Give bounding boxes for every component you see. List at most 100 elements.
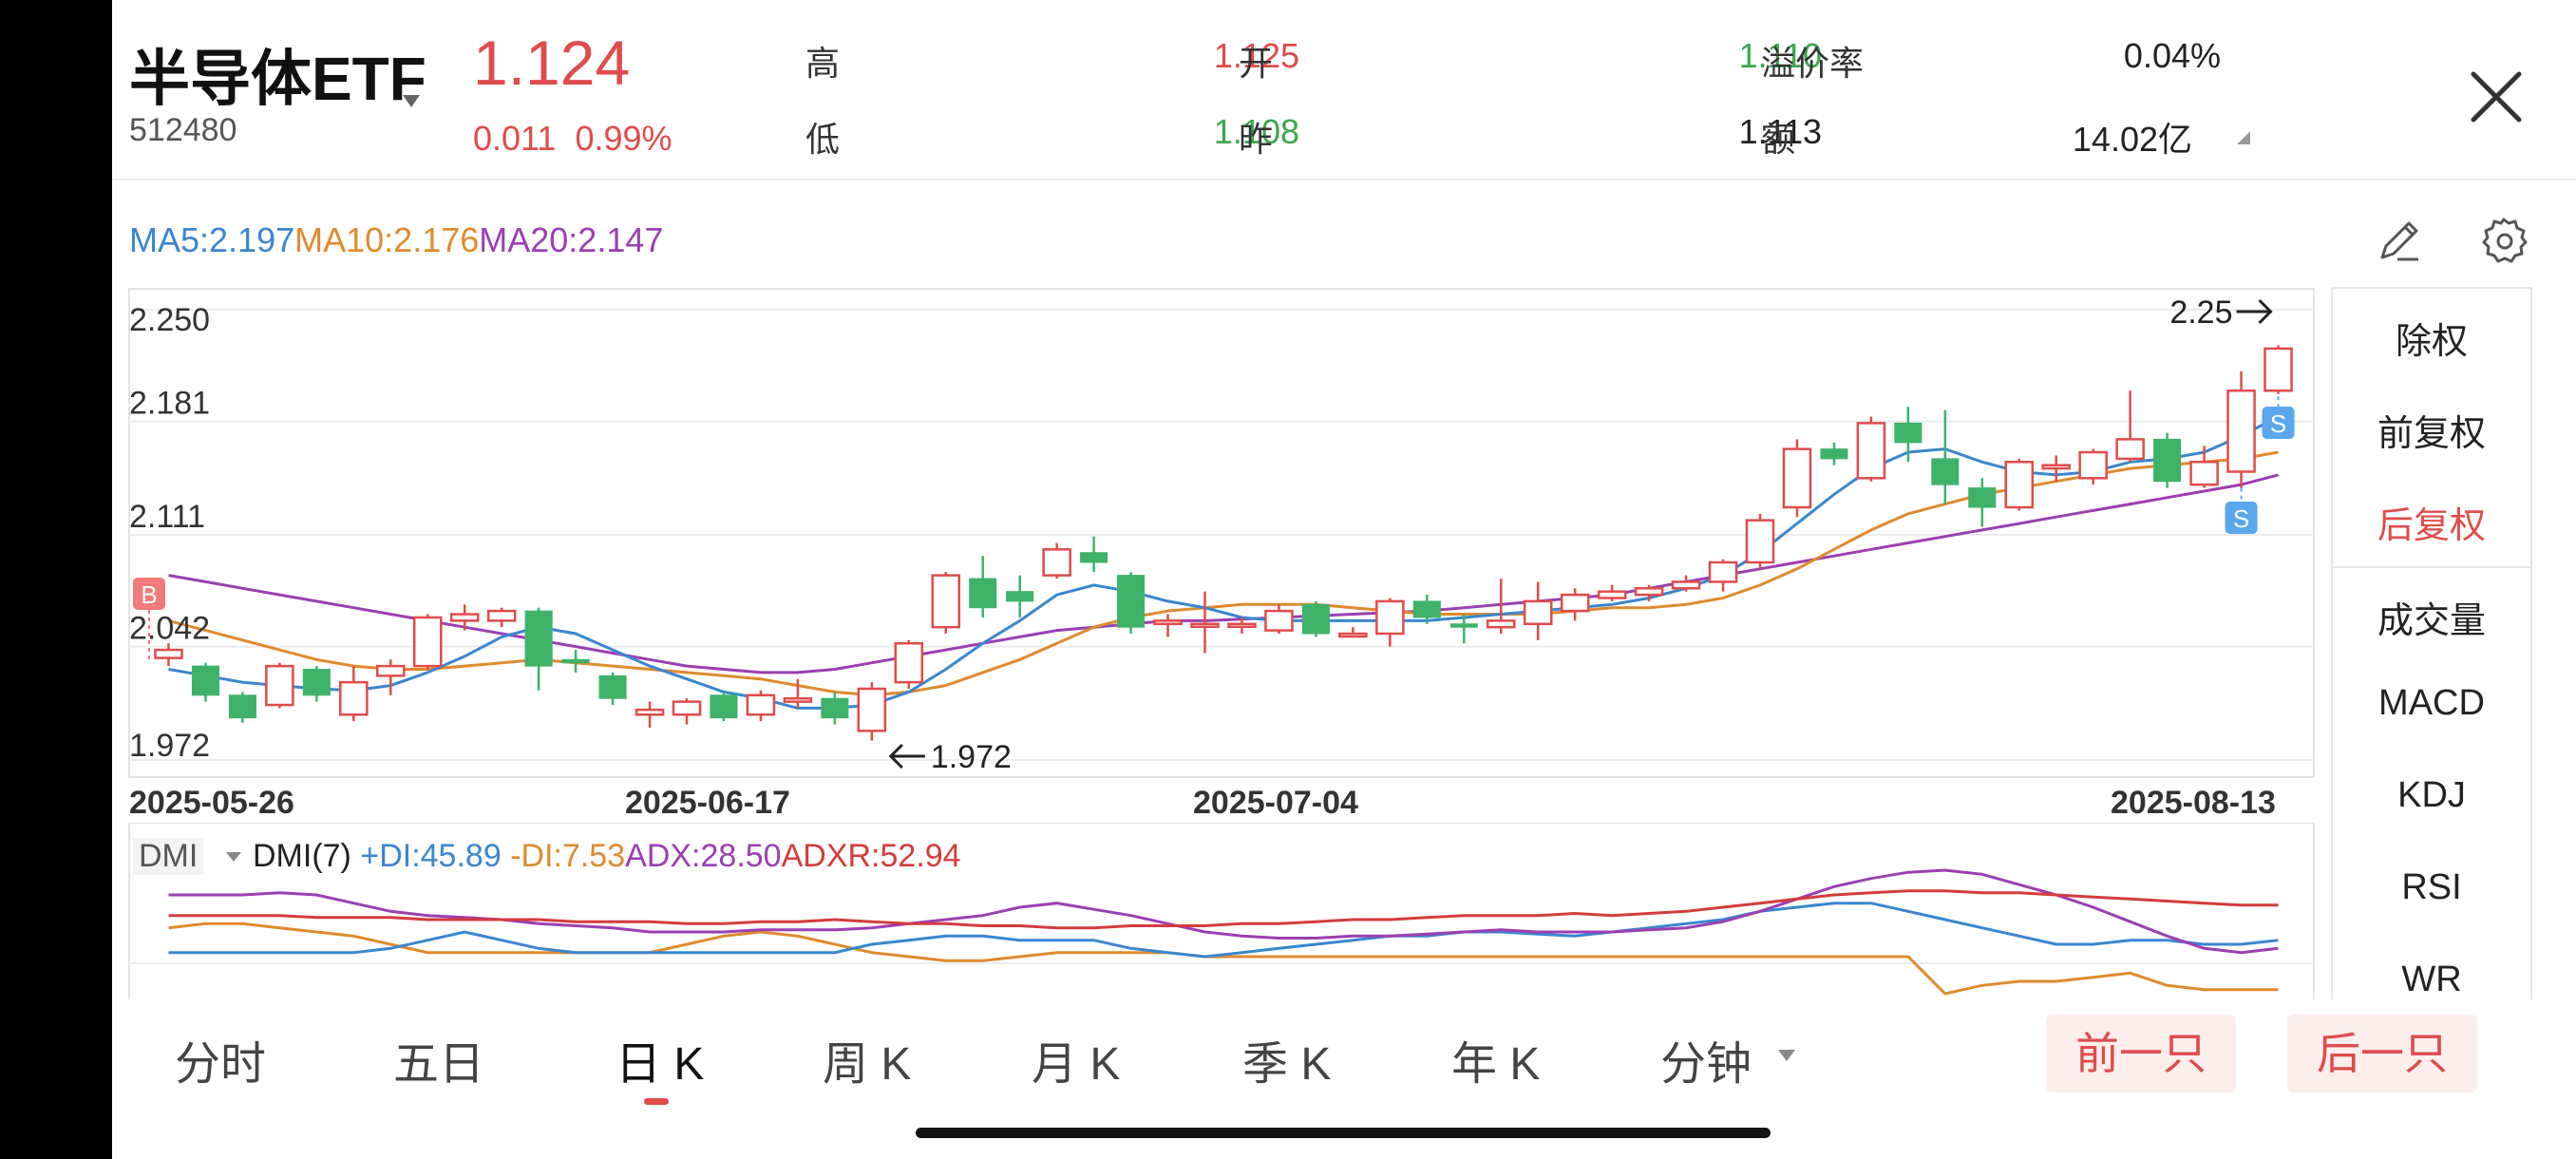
y-tick-label: 2.250 xyxy=(129,302,210,338)
y-tick-label: 2.181 xyxy=(129,386,210,422)
ma20-series xyxy=(168,473,2279,674)
quote-value-low: 1.108 xyxy=(1213,112,1299,151)
quote-label-prev-close: 昨 xyxy=(1239,120,1274,159)
candle xyxy=(1301,600,1330,637)
candle xyxy=(1153,614,1183,637)
candle xyxy=(2226,370,2256,488)
ma10-line xyxy=(168,450,2279,697)
y-tick-label: 1.972 xyxy=(129,728,210,764)
quote-label-open: 开 xyxy=(1239,44,1274,83)
dropdown-arrow-icon[interactable] xyxy=(226,852,241,862)
candle xyxy=(302,666,331,702)
ma20-label: MA20:2.147 xyxy=(479,220,664,259)
max-price-label: 2.25 xyxy=(2169,294,2232,331)
indicator-selector[interactable]: DMI xyxy=(133,838,204,875)
ma10-series xyxy=(168,450,2279,697)
tab-yearly-k[interactable]: 年 K xyxy=(1451,1039,1541,1090)
buy-marker xyxy=(133,578,165,610)
candle xyxy=(2153,432,2182,488)
candle xyxy=(635,701,665,728)
sell-marker-label: S xyxy=(2270,409,2286,438)
adx-label: ADX:28.50 xyxy=(625,838,782,874)
min-price-label: 1.972 xyxy=(931,739,1012,775)
ma20-line xyxy=(168,473,2279,674)
tab-five-day[interactable]: 五日 xyxy=(393,1039,485,1090)
y-axis-ticks: 2.250 2.181 2.111 2.042 1.972 xyxy=(129,302,210,764)
tab-monthly-k[interactable]: 月 K xyxy=(1032,1039,1121,1090)
candle xyxy=(191,662,219,702)
quote-label-amount: 额 xyxy=(1761,120,1796,159)
tab-minute[interactable]: 分钟 xyxy=(1660,1039,1752,1090)
candle xyxy=(1634,584,1664,601)
adxr-line xyxy=(168,889,2279,930)
min-arrow-icon xyxy=(888,743,925,770)
dmi-legend: DMI(7) +DI:45.89 -DI:7.53ADX:28.50ADXR:5… xyxy=(253,838,961,875)
candle xyxy=(2115,390,2145,463)
candle xyxy=(1856,416,1886,482)
quote-label-high: 高 xyxy=(805,44,841,83)
candle xyxy=(339,666,369,722)
prev-stock-button[interactable]: 前一只 xyxy=(2046,1015,2236,1092)
x-tick-label: 2025-05-26 xyxy=(129,785,294,821)
side-item-ex-rights[interactable]: 除权 xyxy=(2395,322,2468,362)
expand-corner-icon[interactable] xyxy=(2237,131,2250,144)
side-item-rsi[interactable]: RSI xyxy=(2401,867,2462,907)
minute-dropdown-icon[interactable] xyxy=(1778,1050,1795,1061)
side-menu: 除权 前复权 后复权 成交量 MACD KDJ RSI WR xyxy=(2331,287,2532,1032)
side-item-volume[interactable]: 成交量 xyxy=(2377,601,2486,641)
candle xyxy=(598,672,627,706)
side-item-forward-adjust[interactable]: 前复权 xyxy=(2377,414,2486,454)
candle xyxy=(783,678,813,709)
x-tick-label: 2025-06-17 xyxy=(625,785,790,821)
tab-intraday[interactable]: 分时 xyxy=(175,1039,267,1090)
candle xyxy=(1597,584,1627,601)
quote-value-prev-close: 1.113 xyxy=(1738,112,1822,151)
dmi-chart[interactable] xyxy=(112,823,2325,1003)
sell-marker xyxy=(2262,407,2295,439)
ma5-line xyxy=(168,415,2280,710)
candle xyxy=(1486,579,1516,635)
quote-value-amount: 14.02亿 xyxy=(2072,120,2192,159)
side-item-macd[interactable]: MACD xyxy=(2378,683,2485,723)
candle xyxy=(1190,591,1220,654)
pdi-line xyxy=(168,902,2279,959)
side-item-kdj[interactable]: KDJ xyxy=(2397,775,2466,815)
name-dropdown-icon[interactable] xyxy=(403,95,420,107)
header-divider xyxy=(112,179,2576,180)
ma5-label: MA5:2.197 xyxy=(129,220,295,259)
candle xyxy=(969,556,997,618)
candle xyxy=(1080,536,1108,573)
sell-marker xyxy=(2225,502,2258,534)
side-item-backward-adjust[interactable]: 后复权 xyxy=(2377,506,2486,546)
change-percent: 0.99% xyxy=(575,119,672,158)
candle xyxy=(561,650,590,673)
tab-quarterly-k[interactable]: 季 K xyxy=(1242,1039,1332,1090)
candle xyxy=(2041,455,2072,482)
tab-daily-k[interactable]: 日 K xyxy=(616,1039,705,1090)
next-stock-button[interactable]: 后一只 xyxy=(2287,1015,2477,1092)
candle xyxy=(1042,542,1071,580)
candle xyxy=(449,604,480,631)
candle xyxy=(1375,598,1405,647)
quote-value-high: 1.125 xyxy=(1213,36,1299,75)
tab-weekly-k[interactable]: 周 K xyxy=(823,1039,912,1090)
close-icon[interactable] xyxy=(2468,68,2525,125)
gear-icon[interactable] xyxy=(2477,214,2530,267)
side-item-wr[interactable]: WR xyxy=(2401,960,2462,999)
dmi-name: DMI(7) xyxy=(253,838,351,874)
candle xyxy=(486,607,517,628)
candle xyxy=(375,659,406,695)
x-axis-ticks: 2025-05-26 2025-06-17 2025-07-04 2025-08-13 xyxy=(129,785,2276,821)
candle xyxy=(894,639,924,689)
home-indicator[interactable] xyxy=(916,1128,1771,1138)
candle xyxy=(821,692,849,725)
ma-legend: MA5:2.197MA10:2.176MA20:2.147 xyxy=(129,220,663,260)
mdi-label: -DI:7.53 xyxy=(510,838,626,874)
dmi-series xyxy=(168,868,2279,996)
candle xyxy=(1782,439,1812,518)
price-change: 0.011 0.99% xyxy=(473,119,672,159)
security-code: 512480 xyxy=(129,112,237,148)
candle xyxy=(524,607,553,691)
pencil-icon[interactable] xyxy=(2373,214,2426,267)
